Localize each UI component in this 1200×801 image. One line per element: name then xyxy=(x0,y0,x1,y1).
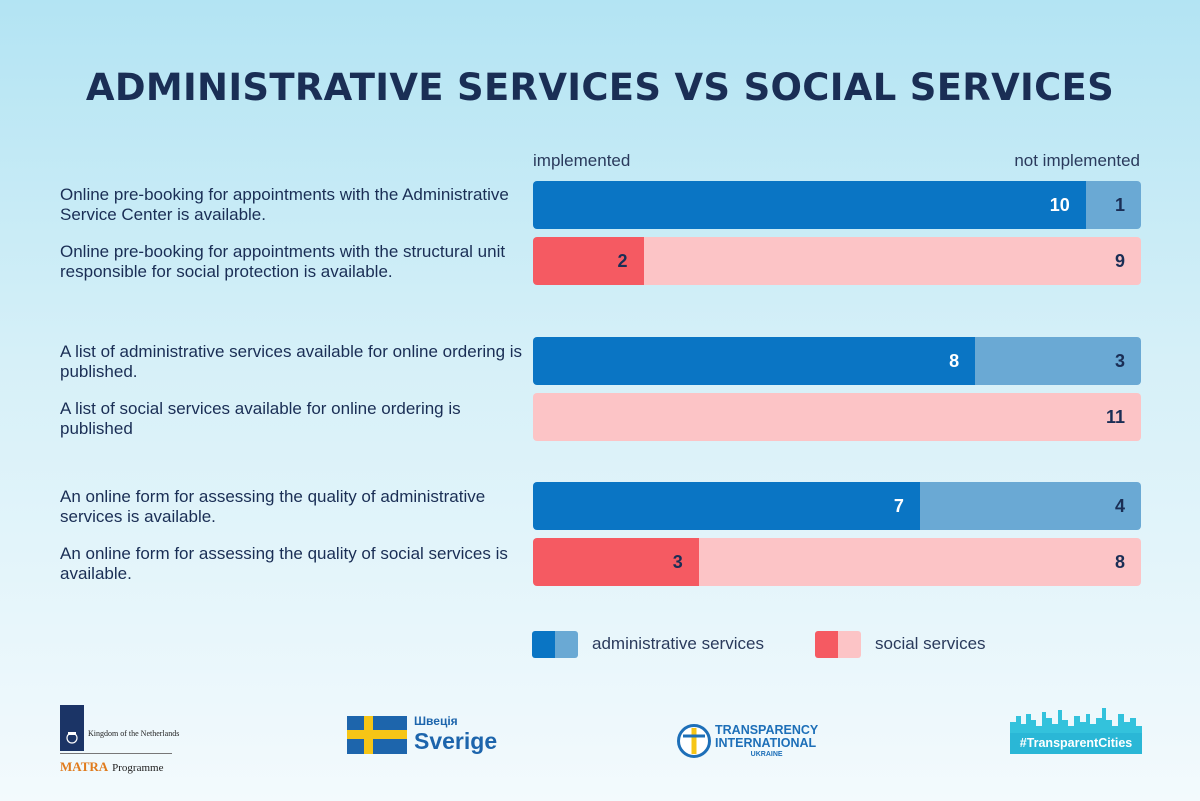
bar-social-3: 11 xyxy=(533,393,1141,441)
sweden-logo: Швеція Sverige xyxy=(347,712,507,762)
city-skyline-icon xyxy=(1010,708,1142,739)
netherlands-matra-logo: Kingdom of the Netherlands MATRA Program… xyxy=(60,705,180,775)
ti-line3: UKRAINE xyxy=(750,751,783,758)
transparency-international-logo: TRANSPARENCY INTERNATIONAL UKRAINE xyxy=(677,722,837,762)
bar-segment-implemented: 10 xyxy=(533,181,1086,229)
legend-swatch-social-implemented xyxy=(815,630,838,658)
bar-segment-implemented: 7 xyxy=(533,482,920,530)
programme-text: Programme xyxy=(112,762,164,774)
bar-segment-not-implemented: 8 xyxy=(698,538,1141,586)
row-label-1: Online pre-booking for appointments with… xyxy=(60,242,506,281)
bar-segment-not-implemented: 9 xyxy=(643,237,1141,285)
bar-segment-not-implemented: 3 xyxy=(975,337,1141,385)
bar-segment-implemented: 3 xyxy=(533,538,699,586)
ti-line2: INTERNATIONAL xyxy=(715,736,817,750)
axis-label-implemented: implemented xyxy=(533,151,631,170)
sweden-flag-icon xyxy=(347,716,407,754)
legend-item-admin: administrative services xyxy=(532,630,764,658)
bar-segment-not-implemented: 4 xyxy=(919,482,1141,530)
logo-divider xyxy=(60,753,172,754)
netherlands-crest-icon xyxy=(60,705,84,751)
row-label-5: An online form for assessing the quality… xyxy=(60,544,508,583)
matra-text: MATRA xyxy=(60,759,109,774)
legend-label-admin: administrative services xyxy=(592,634,764,653)
page-title: ADMINISTRATIVE SERVICES VS SOCIAL SERVIC… xyxy=(85,66,1115,109)
row-label-4: An online form for assessing the quality… xyxy=(60,487,486,526)
bar-segment-not-implemented: 1 xyxy=(1085,181,1141,229)
row-label-3: A list of social services available for … xyxy=(60,399,461,438)
netherlands-text: Kingdom of the Netherlands xyxy=(88,729,180,738)
transparent-cities-tag: #TransparentCities xyxy=(1010,733,1142,754)
bar-segment-implemented: 8 xyxy=(533,337,976,385)
bar-admin-0: 10 1 xyxy=(533,181,1141,229)
bar-segment-implemented: 2 xyxy=(533,237,644,285)
legend-swatch-admin-not-implemented xyxy=(555,630,578,658)
axis-label-not-implemented: not implemented xyxy=(1014,151,1140,170)
sweden-small-text: Швеція xyxy=(414,714,458,728)
legend-label-social: social services xyxy=(875,634,986,653)
bar-segment-not-implemented: 11 xyxy=(533,393,1141,441)
legend-item-social: social services xyxy=(815,630,986,658)
row-label-0: Online pre-booking for appointments with… xyxy=(60,185,509,224)
legend-swatch-admin-implemented xyxy=(532,630,555,658)
sweden-big-text: Sverige xyxy=(414,728,498,754)
transparent-cities-logo: #TransparentCities xyxy=(1010,708,1142,756)
ti-globe-icon xyxy=(677,724,711,758)
ti-line1: TRANSPARENCY xyxy=(715,723,819,737)
legend-swatch-social-not-implemented xyxy=(838,630,861,658)
row-label-2: A list of administrative services availa… xyxy=(60,342,523,381)
